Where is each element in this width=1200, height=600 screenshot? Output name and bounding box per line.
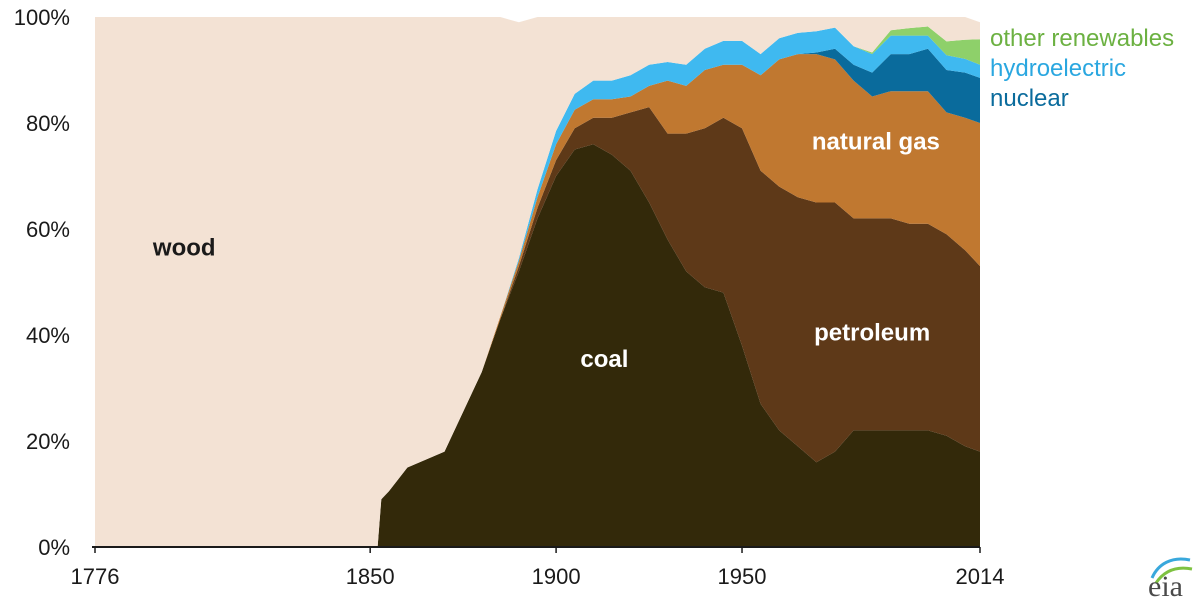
x-tick-label: 1850: [346, 564, 395, 589]
series-area-wood: [95, 17, 980, 547]
y-tick-label: 60%: [26, 217, 70, 242]
logo-swoosh-icon: [1150, 557, 1191, 579]
logo-swoosh-icon-2: [1154, 566, 1193, 584]
y-tick-label: 0%: [38, 535, 70, 560]
legend-label-nuclear: nuclear: [990, 85, 1069, 112]
legend-label-other: other renewables: [990, 25, 1174, 52]
stacked-areas: [95, 17, 980, 548]
y-tick-label: 100%: [14, 5, 70, 30]
series-area-gas: [95, 54, 980, 547]
eia-logo: eia: [1148, 557, 1193, 600]
area-labels: wood coal petroleum natural gas: [152, 129, 940, 373]
series-area-petroleum: [95, 107, 980, 547]
x-tick-label: 1776: [71, 564, 120, 589]
legend: other renewables hydroelectric nuclear: [990, 25, 1174, 112]
x-axis-ticks: 1776 1850 1900 1950 2014: [71, 547, 1005, 589]
area-label-petroleum: petroleum: [814, 319, 930, 346]
x-tick-label: 1900: [532, 564, 581, 589]
series-area-coal: [95, 144, 980, 547]
y-tick-label: 80%: [26, 111, 70, 136]
area-label-wood: wood: [152, 235, 216, 262]
x-tick-label: 2014: [956, 564, 1005, 589]
legend-label-hydro: hydroelectric: [990, 55, 1126, 82]
area-label-gas: natural gas: [812, 129, 940, 156]
y-tick-label: 20%: [26, 429, 70, 454]
y-tick-label: 40%: [26, 323, 70, 348]
x-tick-label: 1950: [718, 564, 767, 589]
y-axis-ticks: 0% 20% 40% 60% 80% 100%: [14, 5, 70, 560]
logo-text: eia: [1148, 570, 1183, 600]
area-label-coal: coal: [580, 346, 628, 373]
